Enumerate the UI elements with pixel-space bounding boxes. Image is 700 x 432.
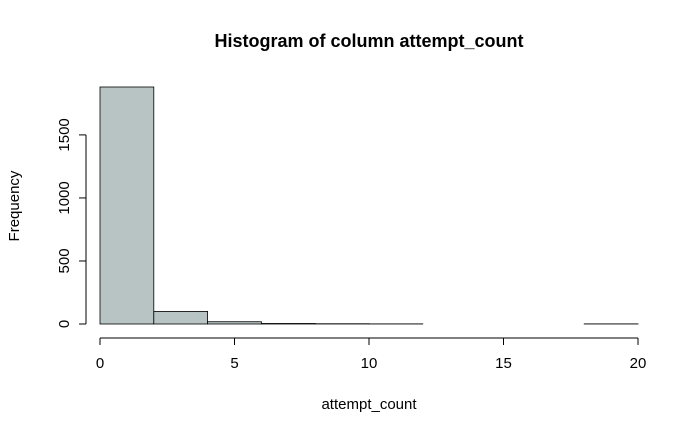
x-tick-label: 0 — [96, 355, 104, 372]
x-axis: 0 5 10 15 20 — [96, 337, 647, 372]
y-axis: 0 500 1000 1500 — [56, 118, 87, 328]
y-axis-label: Frequency — [6, 170, 23, 241]
histogram-bar — [260, 323, 316, 325]
x-axis-label: attempt_count — [321, 396, 417, 413]
histogram-bar — [153, 310, 209, 325]
y-tick-label: 1000 — [56, 181, 73, 214]
chart-title: Histogram of column attempt_count — [214, 31, 523, 51]
histogram-bar — [207, 321, 262, 325]
bars-group — [99, 86, 639, 325]
y-tick-label: 0 — [56, 320, 73, 328]
histogram-bar — [99, 86, 155, 325]
x-tick-label: 15 — [495, 355, 512, 372]
y-tick-label: 500 — [56, 248, 73, 273]
x-tick-label: 5 — [230, 355, 238, 372]
y-tick-label: 1500 — [56, 118, 73, 151]
x-tick-label: 20 — [630, 355, 647, 372]
x-tick-label: 10 — [361, 355, 378, 372]
